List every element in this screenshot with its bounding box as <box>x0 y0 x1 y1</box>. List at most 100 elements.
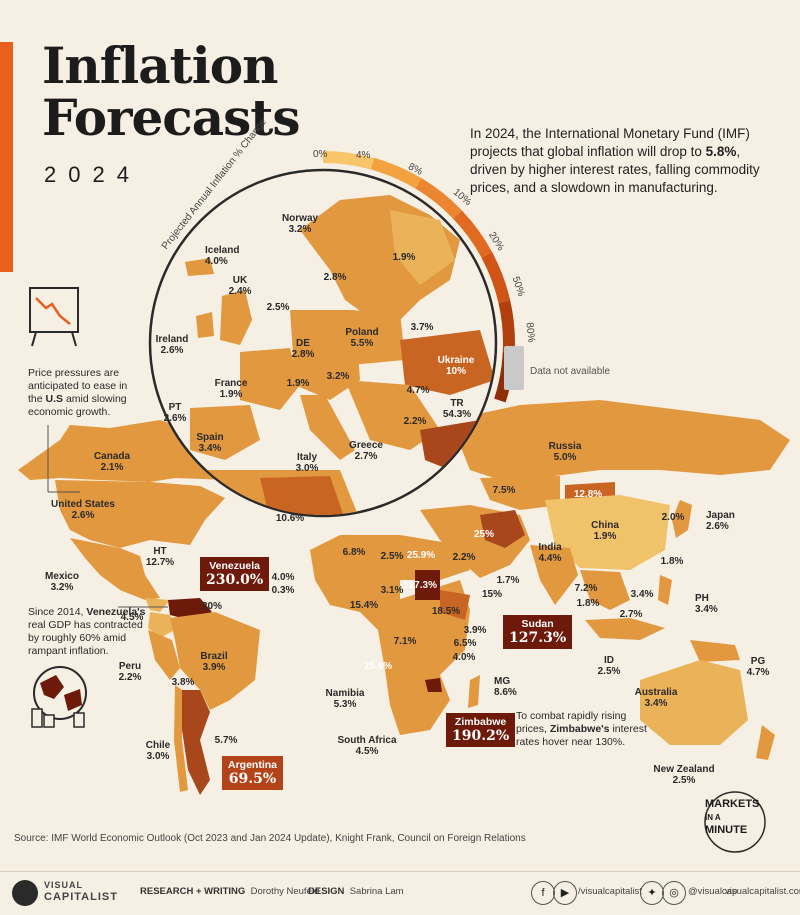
callout-venezuela-value: 230.0% <box>206 572 264 588</box>
land-brazil <box>170 612 260 710</box>
callout-zimbabwe-name: Zimbabwe <box>454 716 507 728</box>
land-south-sudan-ethiopia <box>440 590 470 620</box>
handle-visualcapitalist[interactable]: /visualcapitalist <box>578 886 642 897</box>
europe-label-7: DE 2.8% <box>292 338 315 360</box>
inflation-value: 3.1% <box>380 585 404 596</box>
inflation-value: 10.6% <box>275 513 305 524</box>
inflation-value: 2.5% <box>672 775 696 786</box>
intro-highlight: 5.8% <box>705 144 737 159</box>
world-label-41: 4.0% <box>453 652 476 663</box>
legend-na-swatch <box>504 346 524 390</box>
europe-label-15: PT 2.6% <box>164 402 187 424</box>
land-mexico <box>70 538 160 600</box>
declining-chart-icon <box>29 287 79 347</box>
world-label-25: 4.0% <box>272 572 295 583</box>
inflation-value: 2.7% <box>619 609 643 620</box>
inflation-value: 1.8% <box>576 598 600 609</box>
region-name: Norway <box>281 213 319 224</box>
logo-top: VISUAL <box>44 880 84 890</box>
accent-bar <box>0 42 13 272</box>
inflation-value: 12.7% <box>145 557 175 568</box>
world-label-4: 20% <box>202 601 222 612</box>
europe-label-1: Iceland 4.0% <box>205 245 239 267</box>
land-iceland <box>185 258 214 276</box>
region-name: Mexico <box>45 571 79 582</box>
youtube-icon[interactable]: ▶ <box>553 881 577 905</box>
land-united-states <box>55 480 225 548</box>
region-name: HT <box>153 546 167 557</box>
inflation-value: 2.1% <box>100 462 124 473</box>
handle-visualcap[interactable]: @visualcap <box>688 886 738 897</box>
land-madagascar <box>468 675 480 708</box>
inflation-value: 4.4% <box>538 553 562 564</box>
europe-label-16: TR 54.3% <box>443 398 471 420</box>
region-name: Iceland <box>205 245 240 256</box>
world-label-0: Canada 2.1% <box>94 451 130 473</box>
legend-swatch <box>323 151 375 170</box>
land-iran <box>480 510 525 548</box>
region-name: India <box>538 542 562 553</box>
note-us: Price pressures are anticipated to ease i… <box>28 367 128 418</box>
inflation-value: 2.4% <box>228 286 252 297</box>
instagram-icon[interactable]: ◎ <box>662 881 686 905</box>
land-india <box>530 545 578 605</box>
inflation-value: 7.1% <box>393 636 417 647</box>
facebook-icon[interactable]: f <box>531 881 555 905</box>
region-name: DE <box>296 338 310 349</box>
inflation-value: 5.0% <box>553 452 577 463</box>
region-name: Namibia <box>325 688 365 699</box>
region-name: UK <box>232 275 248 286</box>
twitter-icon[interactable]: ✦ <box>640 881 664 905</box>
world-label-11: Russia 5.0% <box>549 441 582 463</box>
europe-inset <box>148 168 498 518</box>
land-southeast-asia <box>580 570 630 610</box>
callout-zimbabwe: Zimbabwe 190.2% <box>446 713 516 747</box>
land-ukraine <box>400 330 495 395</box>
region-name: Australia <box>634 687 678 698</box>
world-label-1: United States 2.6% <box>51 499 115 521</box>
inflation-value: 10% <box>445 366 466 377</box>
europe-label-17: 2.2% <box>404 416 427 427</box>
legend-swatch <box>498 300 515 352</box>
world-label-26: 0.3% <box>272 585 295 596</box>
logo-bottom: CAPITALIST <box>44 891 118 903</box>
inflation-value: 3.4% <box>644 698 668 709</box>
inflation-value: 12.8% <box>573 489 603 500</box>
world-label-29: 1.7% <box>497 575 520 586</box>
europe-label-18: Spain 3.4% <box>196 432 223 454</box>
inflation-value: 2.2% <box>452 552 476 563</box>
inflation-value: 1.7% <box>496 575 520 586</box>
legend-swatch <box>415 178 462 219</box>
world-label-48: South Africa 4.5% <box>337 735 396 757</box>
inflation-value: 2.8% <box>323 272 347 283</box>
callout-sudan: Sudan 127.3% <box>503 615 573 649</box>
inflation-value: 3.2% <box>50 582 74 593</box>
region-name: PT <box>168 402 182 413</box>
europe-label-2: UK 2.4% <box>229 275 252 297</box>
region-name: Poland <box>345 327 379 338</box>
inflation-value: 0.3% <box>271 585 295 596</box>
world-label-12: 7.5% <box>493 485 516 496</box>
visual-capitalist-logo-icon <box>12 880 38 906</box>
land-argentina <box>180 690 210 795</box>
website-link[interactable]: visualcapitalist.com <box>725 886 800 897</box>
world-label-30: 7.2% <box>575 583 598 594</box>
land-spain-portugal <box>190 405 260 460</box>
region-name: Brazil <box>200 651 228 662</box>
region-name: Chile <box>145 740 171 751</box>
inflation-value: 1.9% <box>219 389 243 400</box>
land-indonesia <box>585 618 665 640</box>
land-uk <box>220 290 252 345</box>
region-name: United States <box>51 499 115 510</box>
inflation-value: 3.0% <box>146 751 170 762</box>
inflation-value: 2.5% <box>380 551 404 562</box>
callout-venezuela-name: Venezuela <box>209 560 260 572</box>
note-zimbabwe: To combat rapidly rising prices, Zimbabwe… <box>516 710 647 748</box>
europe-label-19: Italy 3.0% <box>296 452 319 474</box>
markets-in-a-minute-logo: MARKETS IN A MINUTE <box>705 798 760 836</box>
world-label-13: 12.8% <box>574 489 602 500</box>
land-finland <box>390 210 455 285</box>
world-label-33: 15% <box>482 589 502 600</box>
region-name: PH <box>695 593 709 604</box>
inflation-value: 7.2% <box>574 583 598 594</box>
